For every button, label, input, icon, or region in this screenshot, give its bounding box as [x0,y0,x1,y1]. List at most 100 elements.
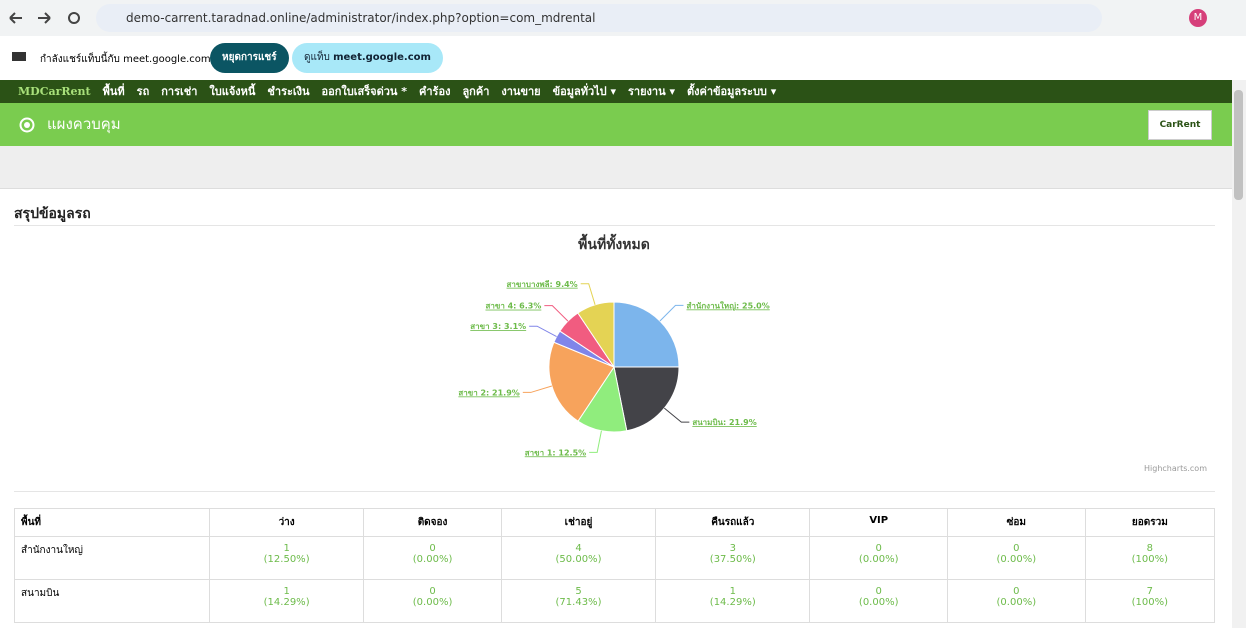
table-cell: 0 (0.00%) [809,579,949,623]
table-cell: 4 (50.00%) [500,536,657,580]
address-bar[interactable]: demo-carrent.taradnad.online/administrat… [96,4,1102,32]
navbar: MDCarRent พื้นที่ รถ การเช่า ใบแจ้งหนี้ ชำระเ… [0,80,1232,103]
cell-percent: (14.29%) [709,597,756,608]
logo: CarRent [1148,110,1212,140]
cell-percent: (14.29%) [263,597,310,608]
cell-percent: (0.00%) [858,597,899,608]
cell-count: 0 [1013,586,1020,597]
nav-item[interactable]: ลูกค้า [462,85,490,98]
data-label: สำนักงานใหญ่: 25.0% [686,300,769,311]
nav-item[interactable]: ตั้งค่าข้อมูลระบบ ▾ [686,85,777,98]
page-header: แผงควบคุม CarRent [0,103,1232,146]
data-label: สาขา 1: 12.5% [525,448,586,457]
divider [14,491,1215,492]
table-cell: 3 (37.50%) [655,536,811,580]
scrollbar[interactable] [1232,80,1246,628]
data-label: สาขา 2: 21.9% [458,388,519,397]
pie-slice [548,341,615,422]
cell-count: 0 [875,586,882,597]
view-button[interactable]: ดูแท็บ meet.google.com [292,43,443,73]
column-header: ติดจอง [363,508,502,537]
cell-count: 1 [729,586,736,597]
cell-percent: (71.43%) [555,597,602,608]
nav-item[interactable]: รายงาน ▾ [628,85,675,98]
table-cell: 5 (71.43%) [500,579,657,623]
cell-percent: (100%) [1131,597,1169,608]
cell-percent: (0.00%) [996,597,1037,608]
nav-item[interactable]: พื้นที่ [102,85,125,98]
table-cell: 7 (100%) [1084,579,1216,623]
cell-count: 3 [729,543,736,554]
connector [544,305,569,322]
nav-item[interactable]: งานขาย [501,85,541,98]
data-label: สาขา 4: 6.3% [485,302,541,311]
cell-count: 4 [575,543,582,554]
column-header: ว่าง [208,508,365,537]
share-bar: กำลังแชร์แท็บนี้กับ meet.google.com หยุด… [0,36,1246,80]
table-cell: 8 (100%) [1084,536,1216,580]
cell-percent: (37.50%) [709,554,756,565]
divider [14,225,1215,226]
table-cell: 0 (0.00%) [363,579,502,623]
cell-count: 8 [1146,543,1153,554]
header-title: แผงควบคุม [47,115,121,133]
table-cell: 0 (0.00%) [947,579,1086,623]
scrollbar-thumb[interactable] [1234,90,1243,200]
table-row: สนามบิน 1 (14.29%) 0 (0.00%) 5 (71.43%) 1 (14.29… [14,579,1216,623]
table-cell: 1 (12.50%) [208,536,365,580]
cell-count: 5 [575,586,582,597]
nav-item[interactable]: ออกใบเสร็จด่วน * [321,85,408,98]
cell-count: 1 [283,543,290,554]
nav-item[interactable]: คำร้อง [419,85,451,98]
nav-icons[interactable] [6,8,90,28]
cell-percent: (0.00%) [996,554,1037,565]
column-header: เช่าอยู่ [500,508,657,537]
summary-table: พื้นที่ ว่าง ติดจอง เช่าอยู่ คืนรถแล้ว VIP ซ่อ… [14,508,1216,623]
screen-icon [12,52,26,61]
cell-percent: (0.00%) [412,597,453,608]
brand[interactable]: MDCarRent [18,85,91,98]
connector [663,407,690,423]
url-text: demo-carrent.taradnad.online/administrat… [126,11,596,25]
header-icon [19,117,35,133]
data-label: สนามบิน: 21.9% [692,418,756,427]
connector [522,385,552,393]
connector [580,283,596,305]
header-row: พื้นที่ ว่าง ติดจอง เช่าอยู่ คืนรถแล้ว VIP ซ่อ… [14,508,1216,537]
view-site: meet.google.com [333,52,431,63]
avatar[interactable]: M [1189,9,1207,27]
table-cell: 0 (0.00%) [809,536,949,580]
section-title: สรุปข้อมูลรถ [14,206,91,222]
nav-item[interactable]: ข้อมูลทั่วไป ▾ [552,85,617,98]
data-label: สาขา 3: 3.1% [470,322,526,331]
gray-band [0,146,1232,189]
column-header: คืนรถแล้ว [655,508,811,537]
nav-item[interactable]: ชำระเงิน [267,85,310,98]
cell-count: 1 [283,586,290,597]
row-label: สำนักงานใหญ่ [14,536,210,580]
table-cell: 1 (14.29%) [655,579,811,623]
connector [589,430,602,453]
cell-percent: (0.00%) [412,554,453,565]
stop-button[interactable]: หยุดการแชร์ [210,43,289,73]
browser-toolbar: demo-carrent.taradnad.online/administrat… [0,0,1246,36]
data-label: สาขาบางพลี: 9.4% [507,279,578,289]
table-cell: 1 (14.29%) [208,579,365,623]
cell-count: 0 [875,543,882,554]
nav-item[interactable]: การเช่า [161,85,198,98]
nav-item[interactable]: รถ [136,85,150,98]
cell-percent: (50.00%) [555,554,602,565]
connector [529,325,557,337]
connector [659,304,684,322]
table-cell: 0 (0.00%) [363,536,502,580]
row-label: สนามบิน [14,579,210,623]
view-prefix: ดูแท็บ [304,52,330,63]
cell-count: 0 [1013,543,1020,554]
nav-item[interactable]: ใบแจ้งหนี้ [209,85,256,98]
cell-count: 0 [429,543,436,554]
cell-percent: (0.00%) [858,554,899,565]
pie-chart: พื้นที่ทั้งหมด Highcharts.com สำนักงานให… [458,233,1207,473]
table-cell: 0 (0.00%) [947,536,1086,580]
chart-credits[interactable]: Highcharts.com [1144,464,1207,473]
